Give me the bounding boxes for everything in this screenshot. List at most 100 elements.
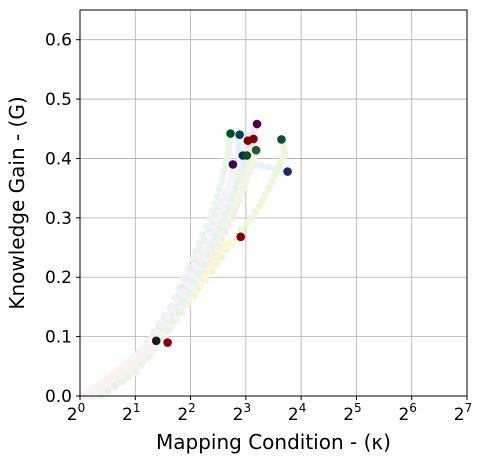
trajectory-point — [174, 308, 182, 316]
trajectory-point — [169, 317, 177, 325]
trajectory-point — [232, 184, 240, 192]
trajectory-point — [158, 321, 166, 329]
trajectory-point — [178, 287, 186, 296]
trajectory-point — [234, 196, 242, 204]
trajectory-point — [220, 166, 228, 174]
trajectory-end-point — [242, 151, 252, 160]
trajectory-point — [264, 163, 272, 171]
trajectory-point — [168, 304, 176, 312]
trajectory-point — [111, 382, 119, 391]
trajectory-end-point — [251, 145, 261, 155]
trajectory-point — [210, 199, 219, 208]
trajectory-point — [201, 273, 209, 281]
trajectory-point — [182, 279, 191, 287]
trajectory-point — [215, 224, 223, 233]
y-tick-label: 0.3 — [45, 209, 72, 229]
trajectory-point — [196, 254, 204, 262]
trajectory-points — [77, 122, 289, 400]
trajectory-end-point — [277, 135, 286, 144]
trajectory-point — [213, 192, 221, 201]
trajectory-point — [239, 184, 247, 192]
trajectory-point — [262, 190, 270, 198]
plot-frame — [79, 9, 468, 397]
trajectory-point — [196, 280, 204, 288]
trajectory-point — [234, 178, 242, 186]
trajectory-end-point — [236, 232, 246, 242]
trajectory-end-point — [151, 336, 161, 346]
x-tick-label: 24 — [288, 401, 306, 425]
trajectory-point — [259, 196, 267, 204]
trajectory-point — [251, 208, 259, 216]
trajectory-point — [236, 172, 244, 180]
trajectory-point — [255, 202, 264, 210]
y-tick-label: 0.6 — [45, 31, 72, 51]
trajectory-point — [221, 160, 230, 168]
trajectory-point — [242, 220, 250, 228]
y-tick-label: 0.5 — [45, 90, 72, 110]
trajectory-point — [180, 298, 188, 306]
trajectory-point — [238, 226, 246, 234]
trajectory-point — [221, 210, 230, 218]
x-axis-title: Mapping Condition - (κ) — [156, 430, 391, 454]
trajectory-point — [219, 172, 227, 180]
trajectory-point — [230, 190, 238, 198]
trajectory-point — [187, 271, 195, 279]
x-tick-label: 27 — [454, 401, 472, 425]
trajectory-point — [237, 190, 245, 198]
trajectory-point — [265, 184, 273, 192]
trajectory-point — [212, 255, 220, 264]
trajectory-point — [268, 178, 276, 186]
y-tick-label: 0.4 — [45, 149, 72, 169]
trajectory-point — [218, 217, 226, 226]
trajectory-point — [125, 360, 134, 368]
trajectory-point — [153, 328, 161, 336]
x-tick-label: 23 — [233, 401, 251, 425]
trajectory-end-point — [228, 160, 238, 169]
trajectory-end-point — [163, 338, 172, 347]
trajectory-point — [108, 371, 117, 379]
trajectory-point — [205, 267, 213, 275]
y-ticks: 0.0 0.1 0.2 0.3 0.4 0.5 0.6 — [45, 31, 80, 407]
trajectory-end-point — [252, 119, 262, 129]
trajectory-end-point — [249, 134, 258, 144]
trajectory-point — [138, 360, 146, 368]
trajectory-point — [163, 312, 171, 321]
x-ticks: 20 21 22 23 24 25 26 27 — [67, 396, 472, 425]
end-markers — [151, 119, 292, 347]
gridlines — [79, 10, 468, 397]
trajectory-point — [124, 373, 133, 381]
trajectory-point — [229, 208, 237, 216]
trajectory-end-point — [283, 167, 292, 176]
trajectory-point — [231, 202, 240, 210]
trajectory-point — [215, 249, 223, 258]
trajectory-point — [228, 196, 236, 204]
trajectory-point — [192, 247, 200, 255]
trajectory-point — [206, 214, 214, 222]
trajectory-point — [195, 239, 204, 247]
trajectory-point — [247, 214, 255, 222]
y-tick-label: 0.0 — [45, 387, 72, 407]
trajectory-point — [190, 279, 199, 287]
trajectory-point — [131, 368, 139, 376]
trajectory-point — [195, 270, 203, 278]
trajectory-point — [185, 289, 193, 297]
y-axis-title: Knowledge Gain - (G) — [5, 96, 29, 309]
trajectory-point — [199, 230, 207, 239]
trajectory-point — [199, 260, 207, 268]
trajectory-point — [208, 241, 216, 249]
x-tick-label: 20 — [67, 401, 85, 425]
trajectory-point — [215, 185, 223, 193]
trajectory-point — [104, 387, 112, 395]
x-tick-label: 25 — [343, 401, 361, 425]
trajectory-end-point — [235, 130, 244, 140]
y-tick-label: 0.2 — [45, 268, 72, 288]
x-tick-label: 22 — [177, 401, 195, 425]
y-tick-label: 0.1 — [45, 328, 72, 348]
trajectory-point — [103, 374, 111, 382]
trajectory-point — [208, 261, 216, 269]
trajectory-end-point — [226, 129, 235, 138]
trajectory-point — [258, 162, 266, 170]
x-tick-label: 21 — [122, 401, 140, 425]
trajectory-point — [114, 367, 122, 375]
trajectory-point — [173, 296, 181, 304]
